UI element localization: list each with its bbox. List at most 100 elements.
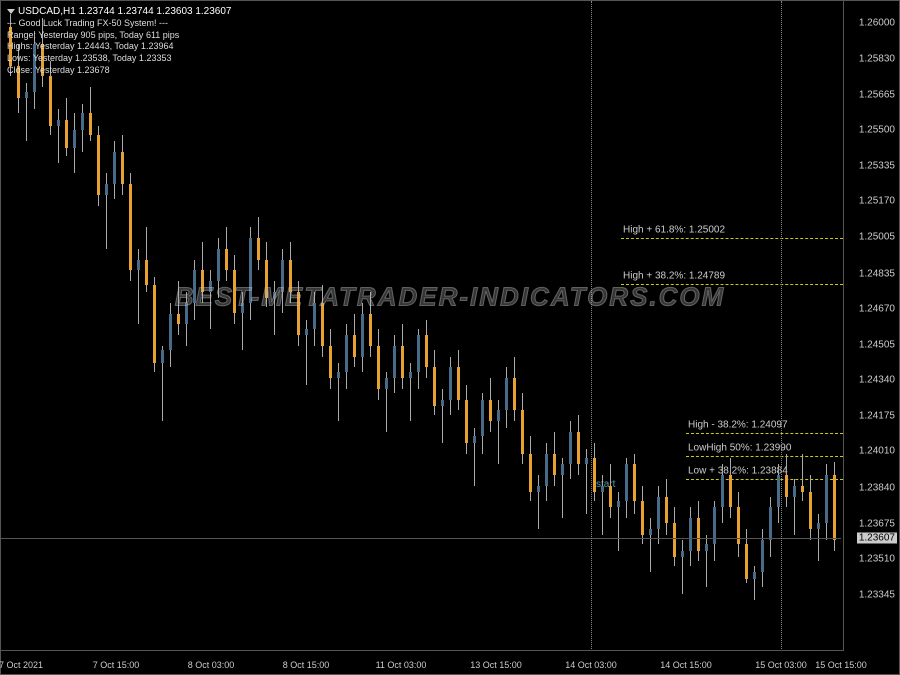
info-line-close: Close: Yesterday 1.23678 [7,65,232,77]
candle-body [801,486,804,492]
candle-body [225,249,228,271]
price-tick-label: 1.25170 [859,196,895,207]
candle-body [745,544,748,578]
candle-body [393,346,396,378]
candle-body [761,540,764,572]
candle-body [209,281,212,292]
candle-body [601,486,604,492]
candle-body [705,544,708,550]
candle-body [697,518,700,550]
candle-body [377,346,380,389]
candle-wick [274,281,275,335]
candle-body [249,238,252,303]
candle-wick [754,566,755,600]
candle-body [57,120,60,126]
time-tick-label: 13 Oct 15:00 [470,660,522,670]
candle-body [313,303,316,329]
candle-body [121,152,124,184]
candle-body [289,260,292,292]
candle-body [233,270,236,313]
candle-body [321,303,324,346]
fib-level-line [686,456,843,457]
candle-body [793,486,796,497]
vertical-session-line [781,1,782,649]
candle-body [449,367,452,399]
price-tick-label: 1.24835 [859,268,895,279]
candle-body [369,314,372,346]
fib-level-label: High + 61.8%: 1.25002 [623,224,725,235]
candle-body [401,346,404,378]
candle-body [681,551,684,557]
candle-body [193,270,196,302]
time-tick-label: 14 Oct 03:00 [565,660,617,670]
chart-container: High + 61.8%: 1.25002 High + 38.2%: 1.247… [0,0,900,675]
candle-body [585,458,588,464]
current-price-marker: 1.23607 [857,533,897,544]
candle-body [505,378,508,410]
symbol-title: USDCAD,H1 1.23744 1.23744 1.23603 1.2360… [18,6,232,17]
price-tick-label: 1.25830 [859,54,895,65]
candle-body [521,410,524,453]
candle-body [425,335,428,367]
price-tick-label: 1.24340 [859,375,895,386]
price-tick-label: 1.25005 [859,231,895,242]
candle-wick [802,454,803,501]
fib-level-line [621,284,843,285]
candle-body [177,314,180,325]
info-line-range: Range: Yesterday 905 pips, Today 611 pip… [7,30,232,42]
candle-body [721,475,724,507]
candle-body [833,475,836,540]
time-tick-label: 11 Oct 03:00 [376,660,427,670]
info-line-system: --- Good Luck Trading FX-50 System! --- [7,18,232,30]
candle-body [385,378,388,389]
chart-plot-area[interactable]: High + 61.8%: 1.25002 High + 38.2%: 1.247… [1,1,843,651]
candle-wick [178,281,179,335]
time-tick-label: 8 Oct 15:00 [283,660,330,670]
candle-body [633,464,636,501]
candle-body [785,475,788,497]
candle-body [417,335,420,372]
price-tick-label: 1.26000 [859,17,895,28]
candle-body [481,400,484,437]
candle-body [201,270,204,292]
candle-wick [498,400,499,465]
candle-body [433,367,436,406]
candle-body [89,113,92,135]
price-tick-label: 1.23510 [859,554,895,565]
candle-body [153,285,156,363]
fib-level-label: High + 38.2%: 1.24789 [623,270,725,281]
candle-body [257,238,260,260]
price-tick-label: 1.24670 [859,304,895,315]
candle-body [113,152,116,184]
candle-body [265,260,268,299]
candle-body [625,464,628,501]
candle-body [489,400,492,422]
time-tick-label: 15 Oct 15:00 [815,660,867,670]
fib-level-label: LowHigh 50%: 1.23990 [688,442,791,453]
price-axis: 1.260001.258301.256651.255001.253351.251… [843,1,899,651]
candle-body [81,113,84,130]
fib-level-line [686,433,843,434]
candle-body [673,523,676,557]
candle-body [49,76,52,126]
candle-body [185,303,188,325]
candle-body [105,184,108,195]
chevron-down-icon[interactable] [7,9,15,14]
price-tick-label: 1.24505 [859,339,895,350]
fib-level-label: Low + 38.2%: 1.23884 [688,465,788,476]
fib-level-line [686,479,843,480]
candle-body [617,501,620,507]
start-marker-label: start [596,479,615,490]
time-tick-label: 7 Oct 15:00 [93,660,140,670]
candle-body [129,184,132,270]
time-tick-label: 14 Oct 15:00 [660,660,712,670]
candle-body [729,475,732,507]
candle-body [609,486,612,508]
candle-wick [442,389,443,443]
candle-body [161,350,164,363]
vertical-session-line [591,1,592,649]
candle-body [361,314,364,357]
candle-wick [538,475,539,529]
candle-body [817,523,820,529]
price-tick-label: 1.24175 [859,410,895,421]
